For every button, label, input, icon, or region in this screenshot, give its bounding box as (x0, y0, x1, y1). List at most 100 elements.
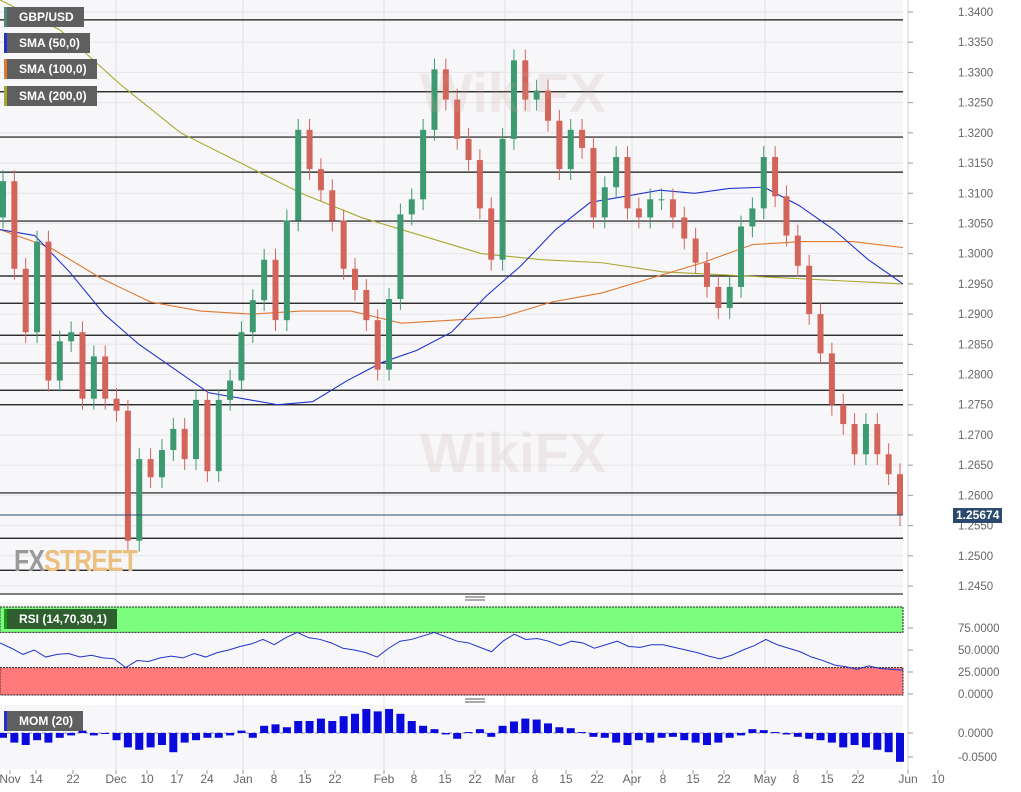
candle (204, 399, 211, 472)
price-tick-label: 1.2900 (958, 309, 993, 321)
mom-bar (396, 713, 405, 733)
price-tick-label: 1.2950 (958, 279, 993, 291)
date-tick-label: 8 (660, 772, 667, 786)
candle (295, 129, 302, 221)
candle (749, 208, 756, 227)
candle (817, 314, 824, 354)
candle (317, 169, 324, 191)
candle (806, 265, 813, 315)
date-tick-label: 10 (931, 772, 945, 786)
mom-bar (385, 709, 394, 733)
candle (465, 138, 472, 161)
date-tick-label: Apr (623, 772, 642, 786)
price-tick-label: 1.2600 (958, 490, 993, 502)
candle (90, 356, 97, 399)
mom-bar (725, 733, 734, 738)
price-tick-label: 1.3300 (958, 67, 993, 79)
candle (181, 428, 188, 460)
date-tick-label: 8 (793, 772, 800, 786)
mom-bar (339, 716, 348, 733)
candle (613, 157, 620, 188)
sma50-line (0, 186, 904, 406)
legend-sma200[interactable]: SMA (200,0) (4, 86, 97, 106)
mom-bar (350, 713, 359, 733)
mom-bar (737, 733, 746, 736)
legend-rsi[interactable]: RSI (14,70,30,1) (4, 609, 118, 629)
mom-bar (316, 718, 325, 733)
date-tick-label: 15 (559, 772, 573, 786)
legend-sma100[interactable]: SMA (100,0) (4, 59, 97, 79)
mom-bar (521, 718, 530, 733)
candle (386, 298, 393, 370)
price-tick-label: 1.3100 (958, 188, 993, 200)
candle (510, 60, 517, 139)
candle (363, 289, 370, 321)
candle (329, 190, 336, 221)
mom-bar (453, 733, 462, 739)
mom-bar (714, 733, 723, 743)
mom-bar (634, 733, 643, 741)
price-tick-label: 1.3250 (958, 98, 993, 110)
legend-gbpusd[interactable]: GBP/USD (4, 7, 84, 27)
candle (56, 341, 63, 381)
fxstreet-logo: FXSTREET (14, 543, 138, 578)
date-tick-label: 22 (851, 772, 865, 786)
price-tick-label: 1.3150 (958, 158, 993, 170)
candle (170, 428, 177, 451)
mom-bar (248, 733, 257, 738)
candle (828, 353, 835, 405)
candle (897, 474, 903, 516)
mom-bar (237, 730, 246, 733)
mom-bar (419, 725, 428, 733)
candle (79, 332, 86, 399)
candle (703, 262, 710, 287)
candle (340, 220, 347, 269)
mom-bar (555, 727, 564, 733)
date-tick-label: 15 (820, 772, 834, 786)
mom-bar (668, 733, 677, 737)
candle (136, 459, 143, 541)
candle (442, 69, 449, 100)
mom-bar (544, 723, 553, 733)
date-tick-label: 22 (590, 772, 604, 786)
price-tick-label: 1.2450 (958, 581, 993, 593)
candle (351, 268, 358, 290)
rsi-tick-label: 25.0000 (958, 667, 1000, 679)
price-tick-label: 1.2650 (958, 460, 993, 472)
mom-bar (157, 733, 166, 745)
price-tick-label: 1.3000 (958, 249, 993, 261)
date-tick-label: 22 (328, 772, 342, 786)
mom-bar (657, 733, 666, 738)
date-tick-label: 8 (532, 772, 539, 786)
candle (658, 199, 665, 201)
mom-tick-label: -0.0500 (958, 752, 997, 764)
price-tick-label: 1.3200 (958, 128, 993, 140)
candle (556, 120, 563, 170)
candle (692, 238, 699, 263)
mom-bar (226, 733, 235, 736)
mom-bar (373, 711, 382, 733)
candle (193, 399, 200, 460)
candle (420, 129, 427, 200)
candle (840, 404, 847, 425)
legend-sma50[interactable]: SMA (50,0) (4, 33, 90, 53)
wikifx-watermark: WikiFX (420, 421, 607, 484)
date-tick-label: 24 (200, 772, 214, 786)
candle (533, 90, 540, 100)
candle (794, 235, 801, 266)
mom-bar (839, 733, 848, 748)
mom-tick-label: 0.0000 (958, 728, 993, 740)
candle (454, 99, 461, 139)
mom-bar (896, 733, 904, 762)
price-tick-label: 1.2850 (958, 339, 993, 351)
candle (68, 332, 75, 342)
mom-bar (646, 733, 655, 743)
mom-bar (430, 729, 439, 733)
price-tick-label: 1.2750 (958, 400, 993, 412)
legend-mom[interactable]: MOM (20) (4, 711, 83, 731)
mom-bar (850, 733, 859, 745)
mom-bar (759, 730, 768, 733)
mom-bar (135, 733, 144, 750)
candle (215, 399, 222, 472)
